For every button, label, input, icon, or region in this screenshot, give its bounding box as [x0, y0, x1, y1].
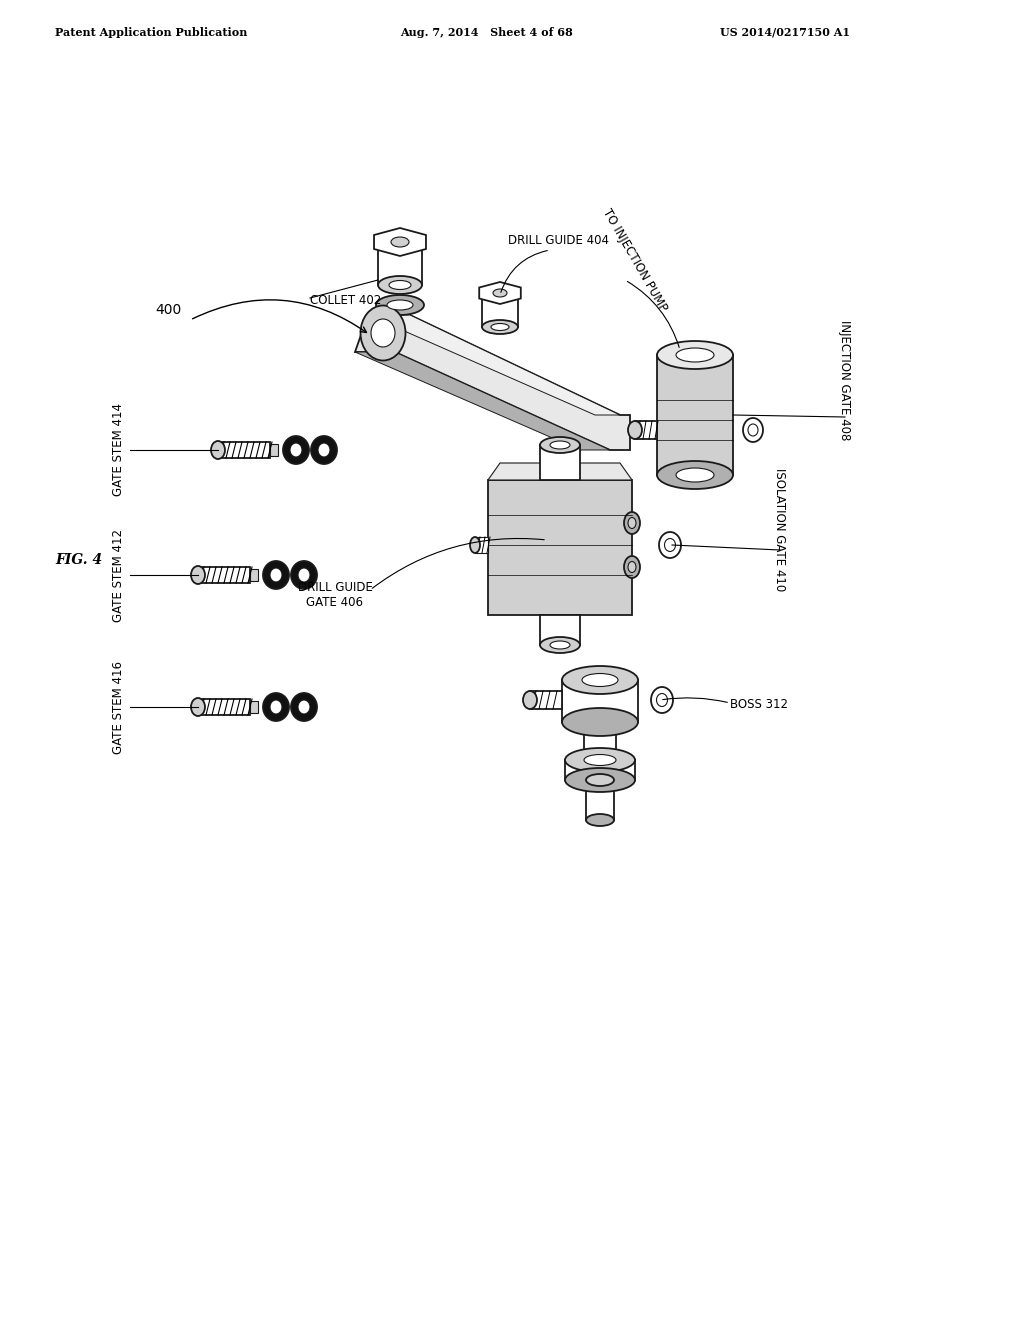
- Ellipse shape: [651, 686, 673, 713]
- Ellipse shape: [291, 561, 317, 589]
- Text: US 2014/0217150 A1: US 2014/0217150 A1: [720, 26, 850, 37]
- Ellipse shape: [657, 461, 733, 488]
- Polygon shape: [488, 463, 632, 480]
- Text: Aug. 7, 2014   Sheet 4 of 68: Aug. 7, 2014 Sheet 4 of 68: [400, 26, 572, 37]
- Ellipse shape: [311, 436, 337, 465]
- Ellipse shape: [743, 418, 763, 442]
- Ellipse shape: [391, 238, 409, 247]
- Ellipse shape: [565, 768, 635, 792]
- Ellipse shape: [191, 698, 205, 715]
- Ellipse shape: [540, 638, 580, 653]
- Ellipse shape: [665, 539, 676, 552]
- Polygon shape: [562, 680, 638, 722]
- Ellipse shape: [470, 537, 480, 553]
- Ellipse shape: [493, 289, 507, 297]
- Ellipse shape: [191, 566, 205, 583]
- Polygon shape: [475, 537, 488, 553]
- Ellipse shape: [659, 532, 681, 558]
- Text: 400: 400: [155, 304, 181, 317]
- Text: BOSS 312: BOSS 312: [730, 698, 788, 711]
- Ellipse shape: [376, 294, 424, 315]
- Ellipse shape: [624, 556, 640, 578]
- Polygon shape: [635, 421, 657, 440]
- Polygon shape: [374, 228, 426, 256]
- Text: GATE STEM 416: GATE STEM 416: [112, 660, 125, 754]
- Polygon shape: [250, 569, 258, 581]
- Polygon shape: [540, 615, 580, 645]
- Ellipse shape: [584, 755, 616, 766]
- Ellipse shape: [389, 281, 411, 289]
- Polygon shape: [368, 315, 620, 414]
- Text: FIG. 4: FIG. 4: [55, 553, 102, 568]
- Ellipse shape: [263, 561, 289, 589]
- Polygon shape: [355, 315, 630, 450]
- Ellipse shape: [562, 667, 638, 694]
- Polygon shape: [530, 690, 562, 709]
- Ellipse shape: [291, 693, 317, 721]
- Polygon shape: [540, 445, 580, 480]
- Ellipse shape: [283, 436, 309, 465]
- Polygon shape: [198, 700, 250, 715]
- Text: GATE STEM 412: GATE STEM 412: [112, 528, 125, 622]
- Ellipse shape: [657, 341, 733, 370]
- Ellipse shape: [586, 774, 614, 785]
- Text: TO INJECTION PUMP: TO INJECTION PUMP: [600, 206, 670, 314]
- Ellipse shape: [270, 568, 282, 582]
- Polygon shape: [270, 444, 278, 455]
- Polygon shape: [218, 442, 270, 458]
- Ellipse shape: [628, 421, 642, 440]
- Ellipse shape: [550, 441, 570, 449]
- Ellipse shape: [490, 323, 509, 330]
- Ellipse shape: [371, 319, 395, 347]
- Polygon shape: [355, 352, 610, 450]
- Polygon shape: [584, 722, 616, 760]
- Ellipse shape: [290, 444, 302, 457]
- Ellipse shape: [298, 568, 310, 582]
- Text: Patent Application Publication: Patent Application Publication: [55, 26, 248, 37]
- Ellipse shape: [748, 424, 758, 436]
- Text: COLLET 402: COLLET 402: [310, 293, 381, 306]
- Ellipse shape: [676, 348, 714, 362]
- Ellipse shape: [360, 305, 406, 360]
- Polygon shape: [565, 760, 635, 780]
- Ellipse shape: [482, 319, 518, 334]
- Polygon shape: [250, 701, 258, 713]
- Ellipse shape: [270, 700, 282, 714]
- Ellipse shape: [263, 693, 289, 721]
- Ellipse shape: [523, 690, 537, 709]
- Ellipse shape: [550, 642, 570, 649]
- Ellipse shape: [378, 276, 422, 294]
- Polygon shape: [586, 780, 614, 820]
- Ellipse shape: [624, 512, 640, 535]
- Polygon shape: [198, 568, 250, 583]
- Ellipse shape: [628, 561, 636, 573]
- Ellipse shape: [676, 469, 714, 482]
- Ellipse shape: [628, 517, 636, 528]
- Ellipse shape: [562, 708, 638, 737]
- Ellipse shape: [582, 673, 618, 686]
- Ellipse shape: [656, 693, 668, 706]
- Text: ISOLATION GATE 410: ISOLATION GATE 410: [773, 469, 786, 591]
- Ellipse shape: [387, 300, 413, 310]
- Text: DRILL GUIDE
GATE 406: DRILL GUIDE GATE 406: [298, 581, 373, 609]
- Polygon shape: [479, 282, 521, 304]
- Text: GATE STEM 414: GATE STEM 414: [112, 404, 125, 496]
- Ellipse shape: [565, 748, 635, 772]
- Text: DRILL GUIDE 404: DRILL GUIDE 404: [508, 234, 609, 247]
- Ellipse shape: [318, 444, 330, 457]
- Polygon shape: [657, 355, 733, 475]
- Ellipse shape: [540, 437, 580, 453]
- Text: INJECTION GATE 408: INJECTION GATE 408: [839, 319, 852, 440]
- Ellipse shape: [298, 700, 310, 714]
- Polygon shape: [378, 242, 422, 285]
- Polygon shape: [482, 293, 518, 327]
- Polygon shape: [488, 480, 632, 615]
- Ellipse shape: [586, 814, 614, 826]
- Ellipse shape: [211, 441, 225, 459]
